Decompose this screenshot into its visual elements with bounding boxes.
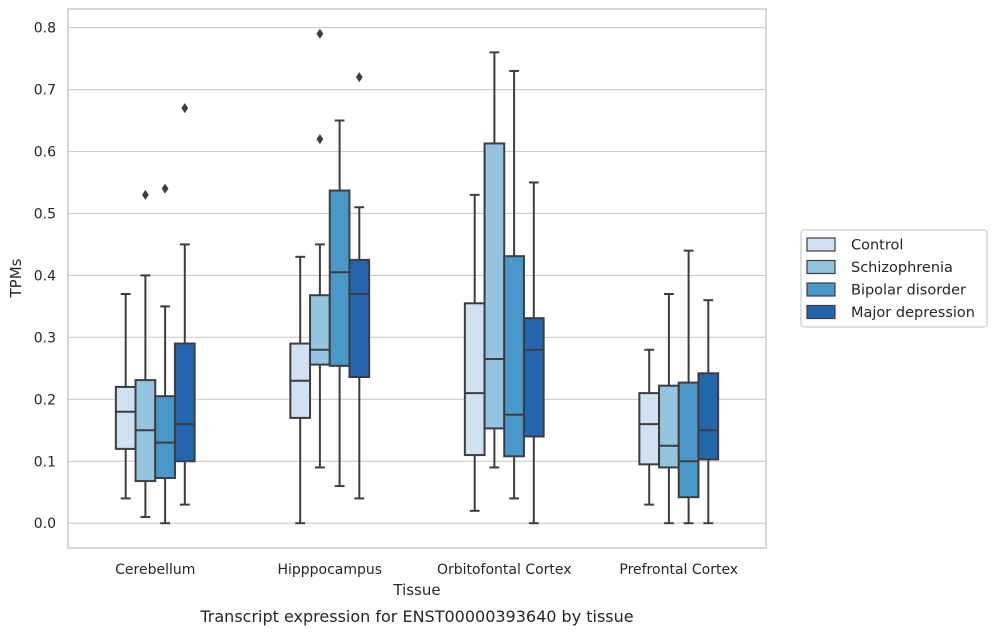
box-control [638,348,661,506]
box-iqr [697,372,720,461]
box-iqr [658,384,680,469]
box-iqr [154,395,176,479]
box-bipolar-disorder [328,119,351,488]
x-tick-label: Prefrontal Cortex [619,562,738,578]
x-tick-label: Orbitofontal Cortex [437,562,572,578]
outlier-point [316,134,324,145]
legend-entry-label: Bipolar disorder [851,283,966,299]
chart-caption: Transcript expression for ENST0000039364… [199,607,633,626]
y-tick-label: 0.0 [34,516,56,532]
legend: Control Schizophrenia Bipolar disorder Majo… [800,229,988,328]
y-tick-label: 0.6 [34,144,56,160]
box-iqr [348,258,371,379]
outlier-point [161,183,169,194]
box-iqr [522,317,545,438]
box-iqr [463,302,486,457]
box-control [463,193,486,512]
box-iqr [503,255,525,458]
box-major-depression [348,72,371,500]
x-tick-label: Hipppocampus [277,562,382,578]
x-tick-label: Cerebellum [115,562,195,578]
legend-entry-label: Major depression [851,305,975,321]
plot-area: 0.0 0.1 0.2 0.3 0.4 0.5 0.6 0.7 0.8 Cerebellum Hip… [34,8,767,578]
y-tick-label: 0.1 [34,454,56,470]
outlier-point [181,103,189,114]
legend-entry-label: Control [851,238,903,254]
plot-frame [67,8,767,549]
legend-swatch [806,237,836,252]
y-tick-label: 0.5 [34,206,56,222]
x-axis-label: Tissue [392,581,440,599]
box-iqr [677,381,700,499]
y-tick-label: 0.2 [34,392,56,408]
box-iqr [638,392,661,466]
legend-swatch [806,282,836,297]
box-schizophrenia [483,51,506,469]
box-control [114,292,137,500]
box-iqr [309,294,331,366]
outlier-point [142,189,149,200]
legend-entry-label: Schizophrenia [851,260,953,276]
box-control [289,255,312,525]
box-major-depression [697,299,720,525]
box-schizophrenia [658,292,680,525]
y-tick-label: 0.4 [34,268,56,284]
box-bipolar-disorder [677,249,700,525]
box-iqr [173,342,196,463]
y-tick-label: 0.7 [34,83,56,99]
box-major-depression [522,181,545,525]
legend-frame [800,229,988,328]
y-tick-label: 0.3 [34,330,56,346]
y-axis-label: TPMs [7,258,25,298]
box-bipolar-disorder [154,183,176,525]
outlier-point [316,28,324,39]
box-bipolar-disorder [503,69,525,500]
y-tick-label: 0.8 [34,21,56,37]
box-schizophrenia [134,189,157,519]
outlier-point [355,72,363,83]
box-iqr [114,385,137,450]
box-iqr [328,189,351,367]
legend-swatch [806,259,836,275]
box-schizophrenia [309,28,331,469]
box-major-depression [173,103,196,506]
box-iqr [483,142,506,430]
legend-swatch [806,304,836,320]
